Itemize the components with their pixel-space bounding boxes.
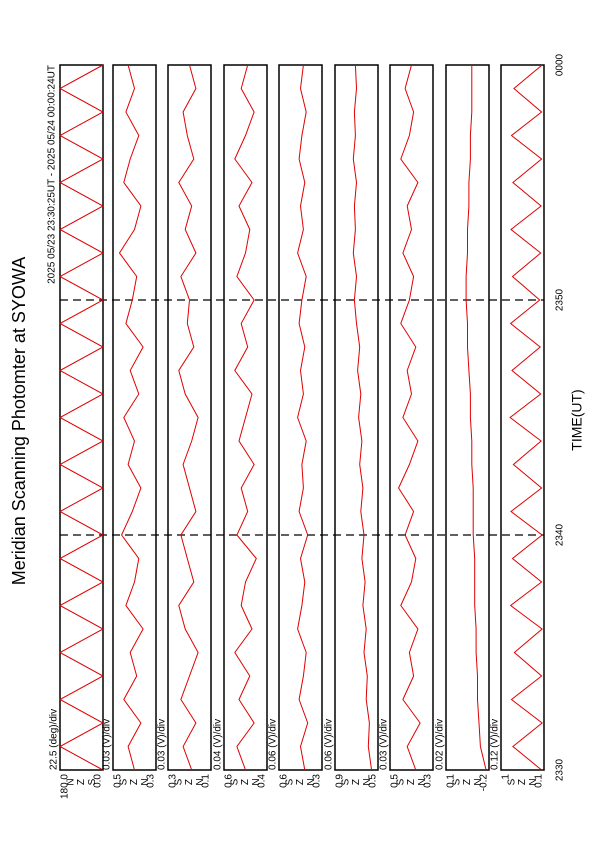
- direction-marker: S: [229, 778, 240, 785]
- panel-scale: 0.06 (V)/div: [268, 719, 279, 770]
- panel-scale: 0.06 (V)/div: [324, 719, 335, 770]
- signal-line: [297, 64, 309, 771]
- panel-frame: [334, 64, 379, 771]
- direction-marker: Z: [351, 779, 362, 785]
- direction-marker: S: [118, 778, 129, 785]
- y-tick-label: 0.1: [446, 774, 457, 788]
- y-tick-label: 180.0: [60, 774, 71, 799]
- direction-marker: Z: [462, 779, 473, 785]
- direction-marker: S: [173, 778, 184, 785]
- y-tick-label: 0.3: [168, 774, 179, 788]
- signal-line: [398, 64, 421, 771]
- direction-marker: Z: [76, 779, 87, 785]
- y-tick-label: 0.0: [93, 774, 104, 788]
- direction-marker: S: [395, 778, 406, 785]
- panel-scale: 0.03 (V)/div: [379, 719, 390, 770]
- direction-marker: S: [284, 778, 295, 785]
- panel-scale: 0.03 (V)/div: [102, 719, 113, 770]
- direction-marker: Z: [240, 779, 251, 785]
- direction-marker: N: [362, 778, 373, 785]
- panel-scale: 0.03 (V)/div: [157, 719, 168, 770]
- direction-marker: N: [65, 778, 76, 785]
- direction-marker: N: [417, 778, 428, 785]
- y-tick-label: 0.6: [224, 774, 235, 788]
- y-tick-label: -0.2: [479, 774, 490, 792]
- panel-scale: 0.12 (V)/div: [490, 719, 501, 770]
- direction-marker: S: [340, 778, 351, 785]
- panel-frame: [278, 64, 323, 771]
- y-tick-label: 1: [501, 774, 512, 780]
- signal-line: [465, 65, 487, 771]
- signal-line: [509, 64, 543, 771]
- signal-line: [352, 64, 373, 771]
- rotated-plot: Meridian Scanning Photomter at SYOWA 202…: [9, 53, 585, 799]
- direction-marker: N: [306, 778, 317, 785]
- panel-frame: [167, 64, 212, 771]
- panel-scale: 0.02 (V)/div: [435, 719, 446, 770]
- panel-frame: [112, 64, 157, 771]
- direction-marker: N: [195, 778, 206, 785]
- y-tick-label: 0.5: [368, 774, 379, 788]
- x-tick-label: 2340: [555, 523, 566, 546]
- x-tick-label: 2350: [555, 288, 566, 311]
- y-tick-label: 0.4: [257, 774, 268, 788]
- y-tick-label: 0.3: [146, 774, 157, 788]
- direction-marker: S: [506, 778, 517, 785]
- direction-marker: Z: [406, 779, 417, 785]
- y-tick-label: 0.6: [279, 774, 290, 788]
- direction-marker: Z: [517, 779, 528, 785]
- y-tick-label: 0.3: [423, 774, 434, 788]
- direction-marker: S: [451, 778, 462, 785]
- direction-marker: S: [87, 778, 98, 785]
- time-range: 2025 05/23 23:30:25UT - 2025 05/24 00:00…: [47, 65, 58, 284]
- panel-scale: 0.04 (V)/div: [213, 719, 224, 770]
- panel-frame: [500, 64, 545, 771]
- x-axis-label: TIME(UT): [569, 389, 585, 450]
- panel-frame: [445, 64, 490, 771]
- chart-title: Meridian Scanning Photomter at SYOWA: [9, 257, 29, 585]
- signal-line: [234, 64, 257, 771]
- y-tick-label: 0.5: [390, 774, 401, 788]
- signal-line: [178, 64, 199, 771]
- signal-line: [118, 64, 144, 771]
- y-tick-label: 0.1: [534, 774, 545, 788]
- direction-marker: N: [140, 778, 151, 785]
- y-tick-label: 0.9: [335, 774, 346, 788]
- direction-marker: Z: [129, 779, 140, 785]
- direction-marker: Z: [184, 779, 195, 785]
- y-tick-label: 0.3: [312, 774, 323, 788]
- direction-marker: N: [528, 778, 539, 785]
- direction-marker: Z: [295, 779, 306, 785]
- signal-line: [58, 64, 105, 771]
- y-tick-label: 0.1: [201, 774, 212, 788]
- x-tick-label: 0000: [555, 53, 566, 76]
- x-tick-label: 2330: [555, 758, 566, 781]
- direction-marker: N: [473, 778, 484, 785]
- y-tick-label: 0.5: [113, 774, 124, 788]
- panel-scale: 22.5 (deg)/div: [49, 709, 60, 770]
- direction-marker: N: [251, 778, 262, 785]
